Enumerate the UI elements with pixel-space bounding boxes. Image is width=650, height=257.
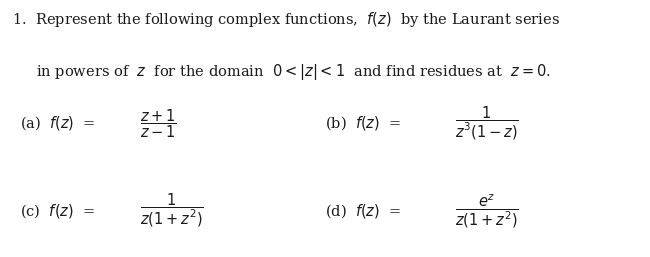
Text: $\dfrac{1}{z(1+z^2)}$: $\dfrac{1}{z(1+z^2)}$ — [140, 192, 203, 229]
Text: in powers of  $z$  for the domain  $0 < |z| < 1$  and find residues at  $z = 0$.: in powers of $z$ for the domain $0 < |z|… — [36, 62, 551, 82]
Text: 1.  Represent the following complex functions,  $f(z)$  by the Laurant series: 1. Represent the following complex funct… — [12, 10, 560, 29]
Text: (c)  $f(z)$  =: (c) $f(z)$ = — [20, 202, 94, 220]
Text: (d)  $f(z)$  =: (d) $f(z)$ = — [325, 202, 401, 220]
Text: (b)  $f(z)$  =: (b) $f(z)$ = — [325, 114, 401, 132]
Text: $\dfrac{1}{z^3(1-z)}$: $\dfrac{1}{z^3(1-z)}$ — [455, 105, 519, 142]
Text: $\dfrac{e^z}{z(1+z^2)}$: $\dfrac{e^z}{z(1+z^2)}$ — [455, 192, 519, 230]
Text: $\dfrac{z+1}{z-1}$: $\dfrac{z+1}{z-1}$ — [140, 107, 177, 140]
Text: (a)  $f(z)$  =: (a) $f(z)$ = — [20, 114, 95, 132]
